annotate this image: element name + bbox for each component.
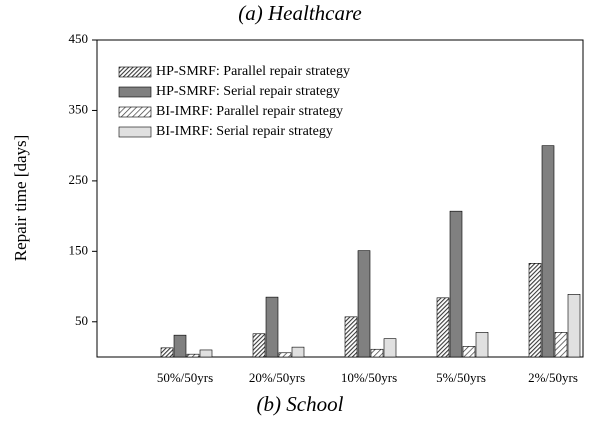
bar: [475, 332, 489, 358]
y-tick-label: 350: [69, 101, 89, 116]
x-tick-label: 2%/50yrs: [528, 370, 578, 385]
bar: [436, 297, 450, 358]
bar: [357, 250, 371, 358]
bar: [278, 352, 292, 358]
x-tick-label: 20%/50yrs: [249, 370, 305, 385]
caption: (b) School: [257, 392, 344, 416]
bar: [291, 346, 305, 358]
chart-title: (a) Healthcare: [238, 1, 361, 25]
x-tick-label: 10%/50yrs: [341, 370, 397, 385]
x-tick-label: 50%/50yrs: [157, 370, 213, 385]
bar: [186, 353, 200, 358]
legend-swatch: [118, 126, 152, 138]
y-tick-label: 50: [75, 313, 88, 328]
bar: [173, 334, 187, 358]
y-tick-label: 250: [69, 172, 89, 187]
legend-label: BI-IMRF: Serial repair strategy: [156, 124, 333, 139]
bar: [449, 210, 463, 358]
y-axis-label: Repair time [days]: [11, 135, 30, 262]
bar: [265, 296, 279, 358]
legend-swatch: [118, 106, 152, 118]
bar: [160, 347, 174, 358]
bar: [252, 333, 266, 358]
y-tick-label: 150: [69, 242, 89, 257]
legend-swatch: [118, 66, 152, 78]
bar: [554, 332, 568, 358]
bar: [528, 263, 542, 358]
legend-label: BI-IMRF: Parallel repair strategy: [156, 104, 343, 119]
legend-swatch: [118, 86, 152, 98]
bar: [344, 316, 358, 358]
bar: [462, 346, 476, 358]
bar: [567, 294, 581, 358]
bar: [383, 338, 397, 358]
bar: [199, 349, 213, 358]
x-tick-label: 5%/50yrs: [436, 370, 486, 385]
plot-frame: [96, 39, 584, 358]
legend-label: HP-SMRF: Serial repair strategy: [156, 84, 340, 99]
bar: [541, 145, 555, 358]
y-tick-label: 450: [69, 31, 89, 46]
legend-label: HP-SMRF: Parallel repair strategy: [156, 64, 350, 79]
bar: [370, 348, 384, 358]
